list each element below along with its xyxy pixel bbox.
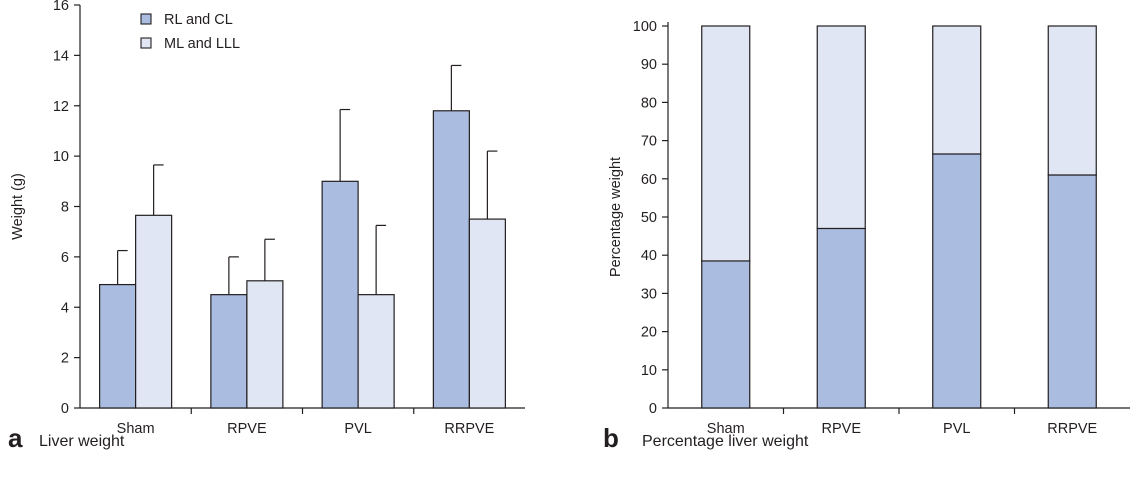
y-tick-label: 4 [61,300,69,316]
bar-rl-cl [432,110,470,409]
y-tick-label: 2 [61,351,69,367]
bar-ml-lll [135,214,173,409]
y-tick-label: 6 [61,250,69,266]
x-tick-label: RPVE [227,421,267,437]
y-tick-label: 10 [53,149,69,165]
x-tick-label: PVL [344,421,371,437]
stacked-bar-lower [932,153,982,409]
x-tick-label: RRPVE [444,421,494,437]
chart-a-liver-weight: 0 2 4 6 8 10 12 14 16 Sham RPVE PVL RRPVE Weight (g) R… [8,0,525,453]
bar-rl-cl [321,180,359,409]
y-tick-label: 90 [641,57,657,73]
bar-rl-cl [210,294,248,409]
y-tick-label: 16 [53,0,69,14]
stacked-bar-upper [932,25,982,155]
y-axis-title: Weight (g) [10,173,26,240]
x-tick-label: Sham [707,421,745,437]
y-tick-label: 100 [633,19,657,35]
bar-rl-cl [99,283,137,409]
y-tick-label: 10 [641,363,657,379]
y-tick-label: 0 [649,401,657,417]
bar-ml-lll [357,294,395,409]
chart-b-percentage-liver-weight: 0 10 20 30 40 50 60 70 80 90 100 Sham RPVE PVL RRPVE Pe… [603,19,1130,453]
y-tick-label: 8 [61,200,69,216]
y-tick-label: 40 [641,248,657,264]
y-tick-label: 12 [53,99,69,115]
y-tick-label: 30 [641,286,657,302]
y-tick-label: 20 [641,325,657,341]
stacked-bar-upper [816,25,866,230]
legend-label: RL and CL [164,12,233,28]
x-tick-label: RRPVE [1047,421,1097,437]
stacked-bar-lower [816,227,866,409]
panel-caption: Liver weight [39,433,125,450]
legend-label: ML and LLL [164,36,240,52]
panel-letter: a [8,423,23,453]
stacked-bar-lower [701,260,751,409]
legend: RL and CL ML and LLL [140,12,240,52]
stacked-bar-upper [1047,25,1097,176]
legend-swatch [140,37,152,49]
x-tick-label: PVL [943,421,970,437]
y-tick-label: 14 [53,48,69,64]
y-tick-label: 80 [641,95,657,111]
x-tick-label: Sham [117,421,155,437]
x-tick-label: RPVE [822,421,862,437]
y-tick-label: 0 [61,401,69,417]
y-tick-label: 60 [641,172,657,188]
y-tick-label: 50 [641,210,657,226]
bar-ml-lll [468,218,506,409]
bar-ml-lll [246,280,284,409]
stacked-bar-lower [1047,174,1097,409]
panel-letter: b [603,423,619,453]
y-axis-title: Percentage weight [608,157,624,277]
panel-caption: Percentage liver weight [642,433,809,450]
legend-swatch [140,13,152,25]
stacked-bar-upper [701,25,751,262]
y-tick-label: 70 [641,134,657,150]
